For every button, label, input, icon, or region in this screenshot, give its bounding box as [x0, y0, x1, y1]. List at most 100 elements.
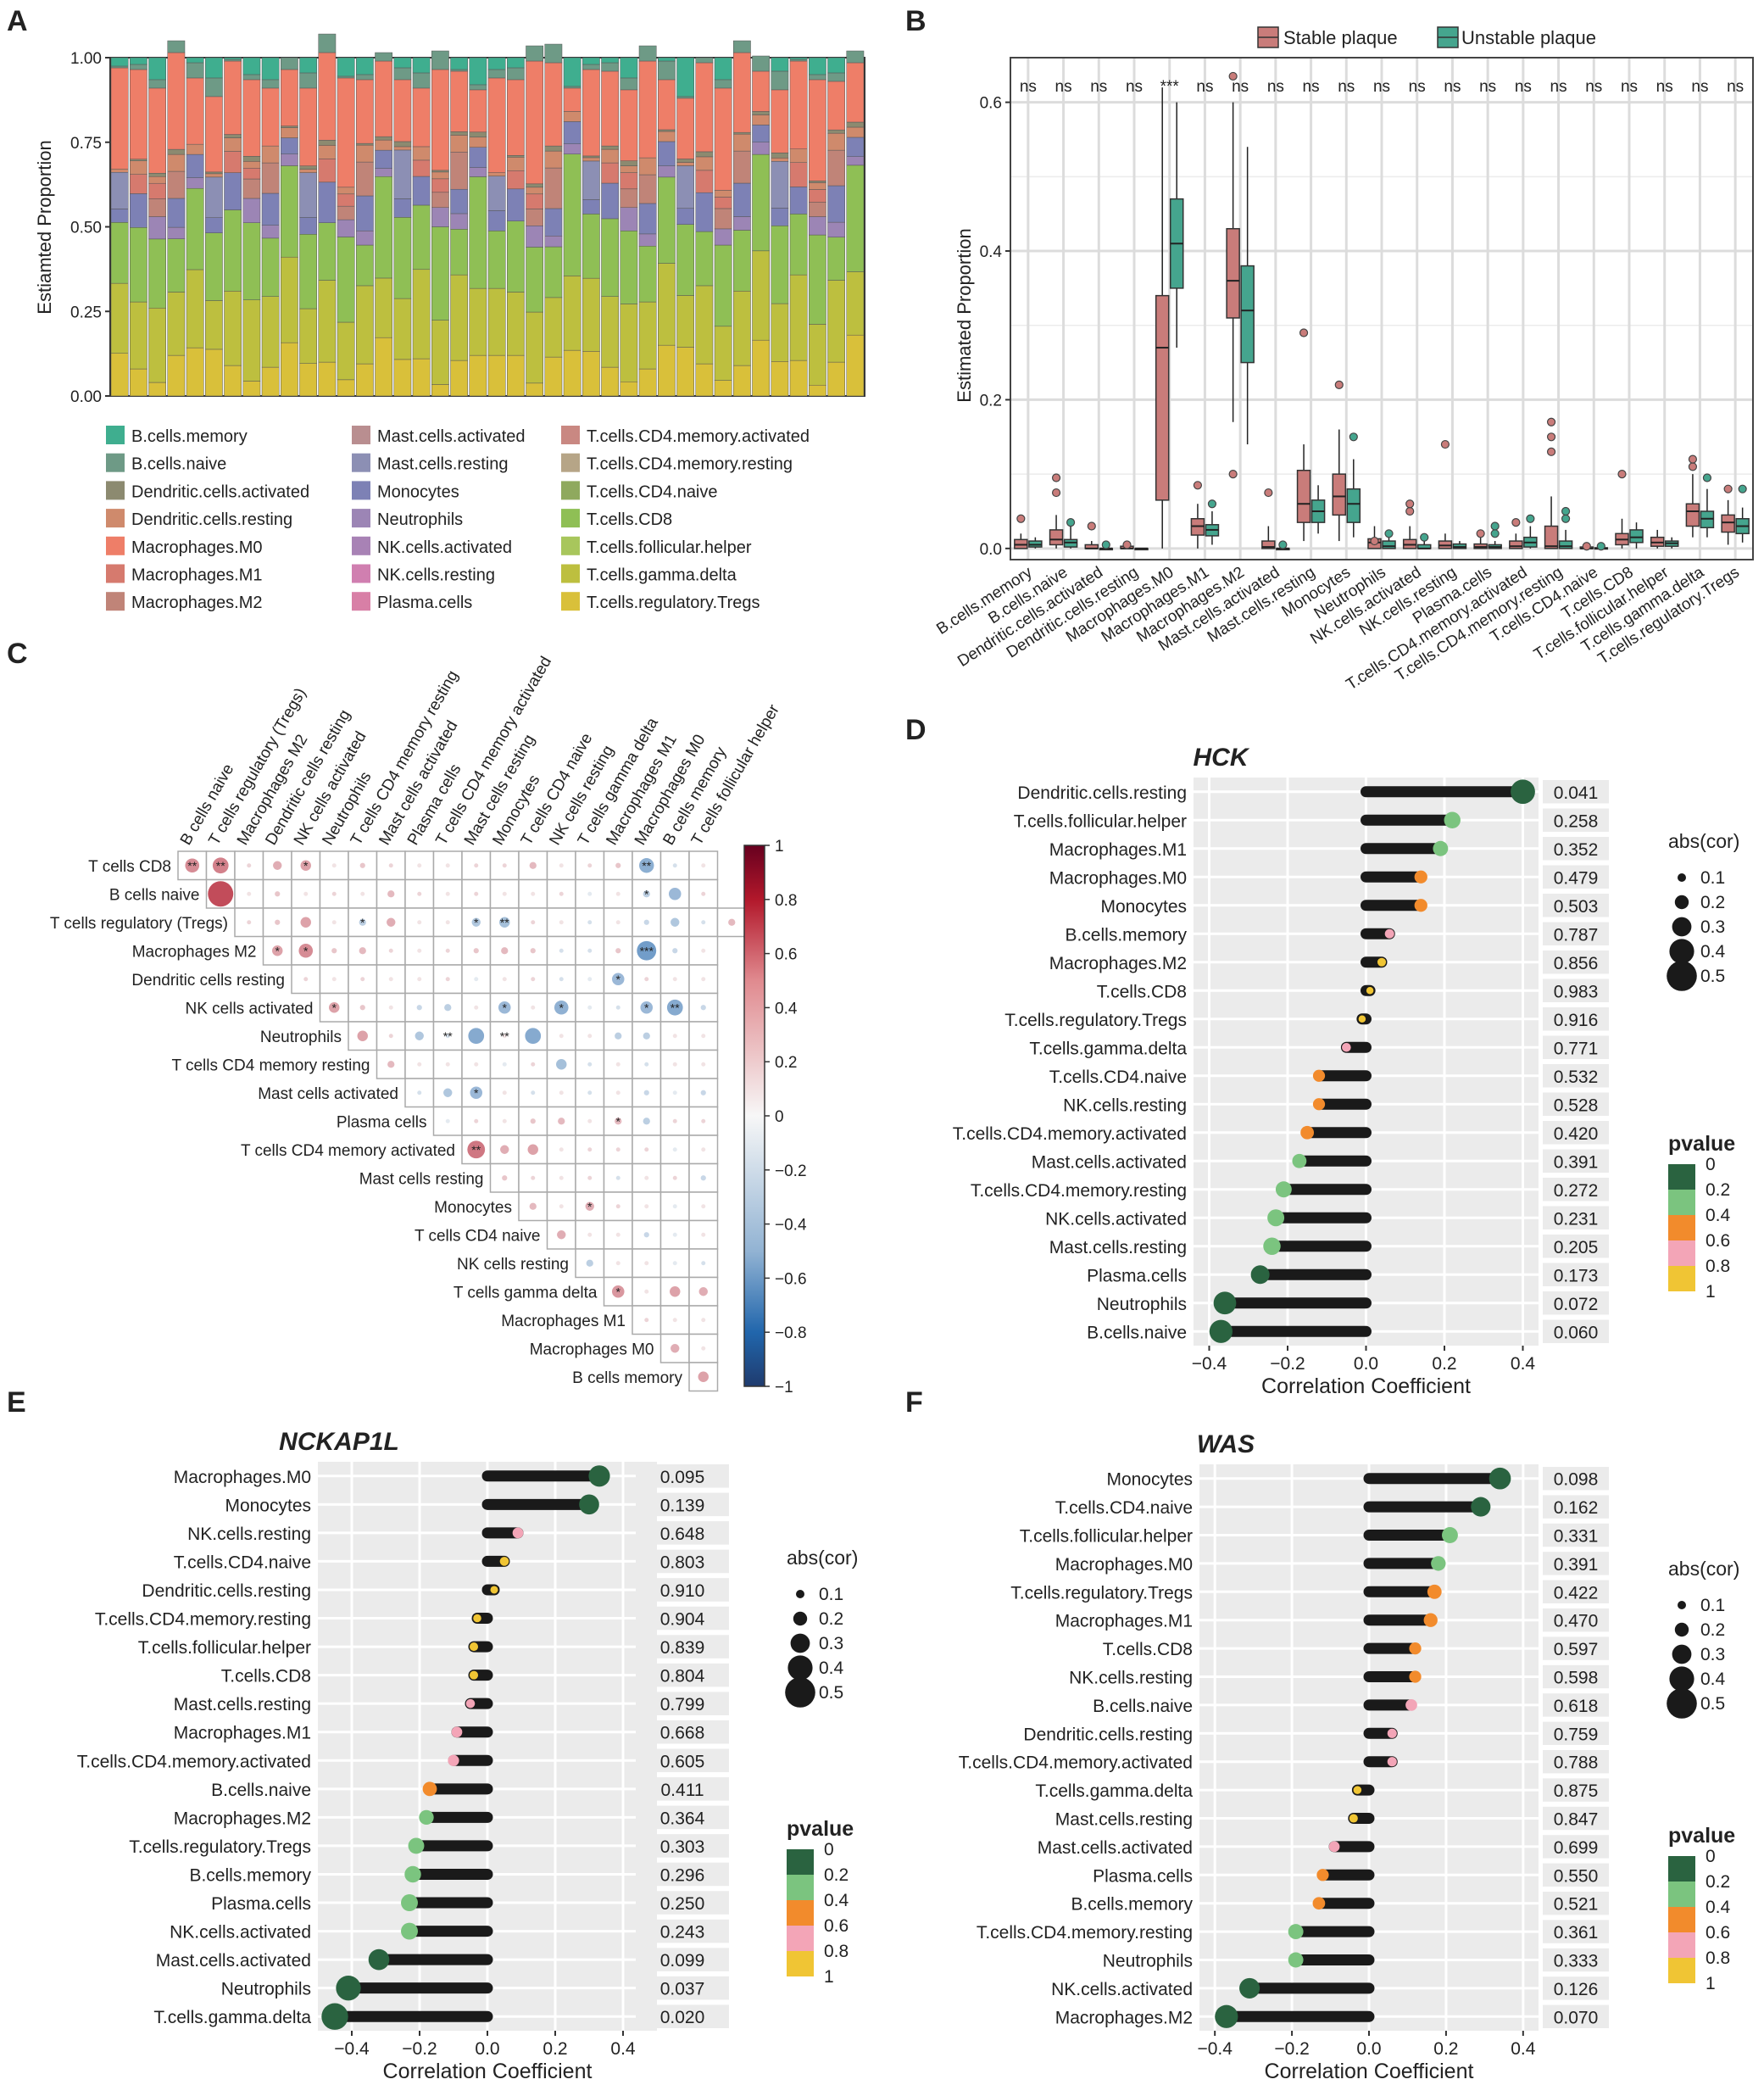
size-legend-dot [790, 1633, 810, 1653]
stack-segment [544, 208, 563, 237]
corr-circle [559, 863, 564, 868]
stack-segment [809, 79, 826, 181]
stack-segment [544, 236, 563, 248]
pvalue-cell-bg [1543, 1948, 1609, 1972]
stack-segment [281, 69, 298, 126]
stack-segment [450, 57, 468, 70]
stack-segment [714, 244, 732, 327]
pvalue-cell-bg [1543, 1721, 1609, 1745]
stack-segment [487, 69, 506, 79]
significance-star: * [616, 973, 621, 986]
stack-segment [281, 165, 298, 258]
row-label: Mast cells activated [258, 1085, 398, 1103]
box-body [1261, 540, 1276, 549]
gene-title: HCK [1194, 744, 1250, 772]
stack-segment [714, 197, 732, 209]
stack-segment [752, 55, 770, 72]
stack-segment [242, 222, 261, 300]
corr-cell [688, 1078, 719, 1108]
color-legend-swatch [1668, 1958, 1695, 1983]
stack-segment [186, 177, 204, 189]
stack-segment [695, 156, 714, 171]
corr-circle [473, 948, 479, 954]
corr-circle [474, 1118, 479, 1123]
stack-segment [789, 187, 808, 215]
row-label: T.cells.CD4.naive [1049, 1068, 1187, 1087]
stack-segment [827, 81, 845, 131]
pvalue-cell-bg [636, 1635, 729, 1659]
pvalue-cell-bg [1543, 1580, 1609, 1603]
corr-circle [700, 1175, 706, 1181]
stack-segment [242, 74, 261, 81]
stack-segment [582, 155, 600, 159]
stack-segment [601, 145, 619, 150]
stack-segment [148, 173, 166, 177]
stack-segment [658, 141, 676, 166]
corr-circle [212, 857, 229, 874]
row-label: NK.cells.activated [1051, 1980, 1193, 1999]
pvalue-label: 0.787 [1554, 925, 1599, 945]
color-legend-swatch [787, 1875, 814, 1900]
stack-segment [846, 164, 865, 272]
box-outlier [1490, 521, 1500, 531]
row-label: Mast.cells.activated [156, 1951, 311, 1971]
colorbar-tick-label: −0.2 [775, 1162, 807, 1180]
stack-segment [167, 292, 186, 356]
stack-segment [356, 161, 374, 197]
stack-segment [469, 137, 487, 148]
stack-segment [846, 334, 865, 397]
row-label: T.cells.gamma.delta [153, 2008, 311, 2027]
corr-circle [300, 860, 311, 871]
pvalue-cell-bg [636, 1521, 729, 1545]
corr-circle [498, 1001, 511, 1014]
stack-segment [412, 57, 431, 74]
stack-segment [544, 43, 563, 64]
corr-circle [615, 862, 621, 868]
pvalue-cell-bg [1543, 978, 1609, 1002]
stack-segment [450, 69, 468, 72]
stack-segment [582, 214, 600, 279]
size-legend-dot [1678, 873, 1686, 882]
stack-segment [431, 69, 449, 171]
row-label: T cells CD8 [88, 858, 171, 876]
stack-segment [469, 131, 487, 138]
stack-segment [110, 67, 129, 170]
colorbar-tick-label: −0.6 [775, 1270, 807, 1288]
lollipop-dot [1353, 1786, 1362, 1794]
lollipop-dot [448, 1754, 459, 1766]
corr-circle [444, 1004, 452, 1012]
pvalue-label: 0.904 [660, 1610, 705, 1630]
lollipop-dot [490, 1586, 498, 1594]
stack-segment [356, 244, 374, 287]
stack-segment [110, 353, 129, 397]
row-label: Macrophages.M1 [1055, 1612, 1193, 1631]
stack-segment [563, 87, 582, 112]
x-tick-label: −0.4 [334, 2039, 370, 2059]
significance-label: ns [1126, 78, 1143, 96]
corr-circle [300, 917, 311, 928]
box-outlier [1016, 514, 1026, 523]
colorbar [743, 845, 765, 1387]
significance-star: * [360, 916, 365, 929]
corr-circle [329, 1002, 340, 1013]
stack-segment [582, 64, 600, 70]
lollipop-dot [499, 1557, 509, 1566]
lollipop-dot [588, 1465, 610, 1487]
panel-d-lollipop: Dendritic.cells.resting 0.041 T.cells.foll… [953, 744, 1740, 1398]
stack-segment [714, 326, 732, 381]
colorbar-tick-label: 0.6 [775, 946, 797, 964]
pvalue-label: 0.856 [1554, 954, 1599, 973]
stack-segment [827, 72, 845, 82]
size-legend-label: 0.2 [819, 1609, 843, 1629]
row-label: Neutrophils [1103, 1952, 1193, 1971]
stack-segment [544, 356, 563, 397]
corr-circle [559, 1147, 564, 1152]
y-tick-label: 0.4 [980, 243, 1003, 261]
legend-label: B.cells.memory [131, 427, 248, 446]
stack-segment [450, 360, 468, 397]
lollipop-dot [1387, 1757, 1397, 1767]
stack-segment [771, 361, 789, 397]
stack-segment [752, 70, 770, 112]
stack-segment [487, 77, 506, 173]
pvalue-cell-bg [1543, 1263, 1609, 1286]
